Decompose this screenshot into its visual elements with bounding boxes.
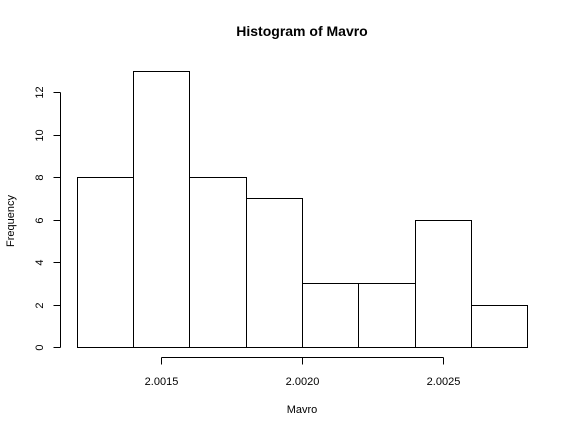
x-tick-label-1: 2.0015 (145, 376, 179, 388)
y-tick-label-1: 0 (34, 344, 46, 350)
histogram-bar-2 (133, 71, 190, 348)
histogram-bar-6 (358, 283, 416, 348)
x-tick-label-3: 2.0025 (427, 376, 461, 388)
y-tick-label-2: 2 (34, 302, 46, 308)
x-tick-label-2: 2.0020 (286, 376, 320, 388)
x-axis-label: Mavro (287, 404, 318, 416)
y-axis: 0 2 4 6 8 10 12 (34, 86, 61, 351)
chart-title: Histogram of Mavro (236, 23, 367, 39)
y-tick-label-3: 4 (34, 259, 46, 265)
histogram-bar-4 (246, 198, 303, 348)
bars-group (77, 71, 528, 348)
y-tick-label-5: 8 (34, 174, 46, 180)
histogram-bar-8 (471, 305, 528, 348)
histogram-bar-1 (77, 177, 134, 348)
histogram-bar-7 (415, 220, 472, 348)
y-axis-label: Frequency (5, 195, 17, 247)
histogram-bar-5 (302, 283, 359, 348)
y-tick-label-6: 10 (34, 129, 46, 141)
histogram-bar-3 (189, 177, 247, 348)
x-axis: 2.0015 2.0020 2.0025 (145, 357, 461, 388)
y-tick-label-4: 6 (34, 217, 46, 223)
y-tick-label-7: 12 (34, 86, 46, 98)
